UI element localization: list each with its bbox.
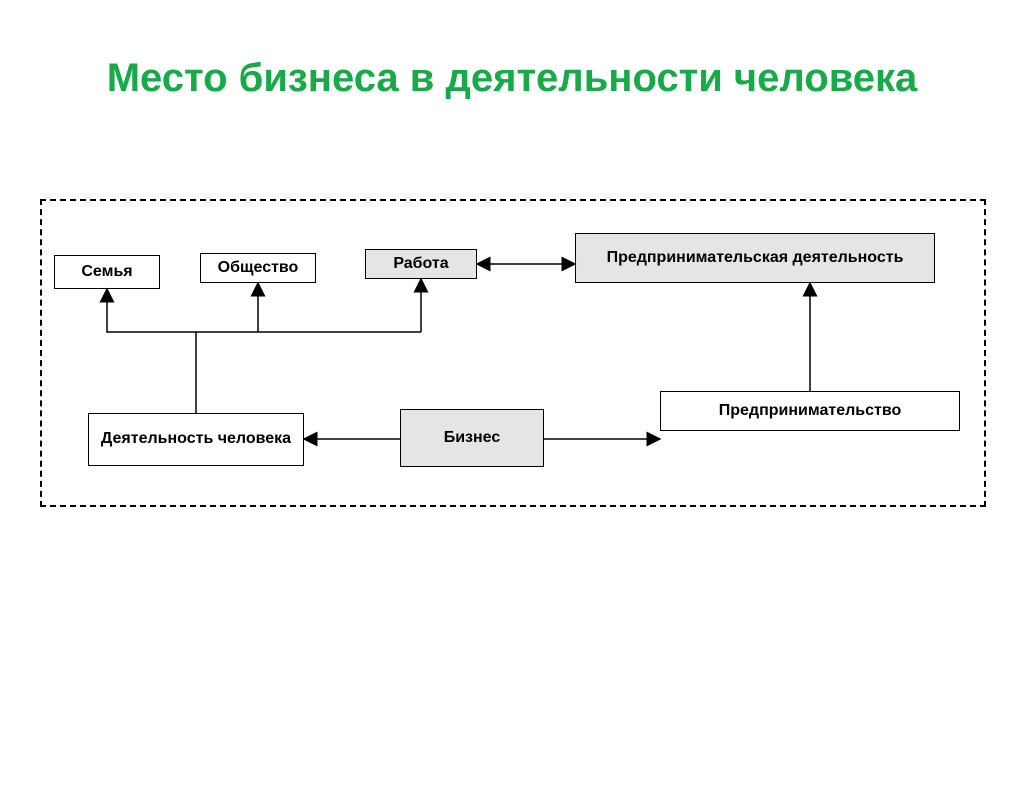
node-society: Общество: [200, 253, 316, 283]
node-entr_activity: Предпринимательская деятельность: [575, 233, 935, 283]
node-work: Работа: [365, 249, 477, 279]
node-entrepreneurship: Предпринимательство: [660, 391, 960, 431]
node-human_activity: Деятельность человека: [88, 413, 304, 466]
node-business: Бизнес: [400, 409, 544, 467]
page-title: Место бизнеса в деятельности человека: [0, 27, 1024, 101]
node-family: Семья: [54, 255, 160, 289]
